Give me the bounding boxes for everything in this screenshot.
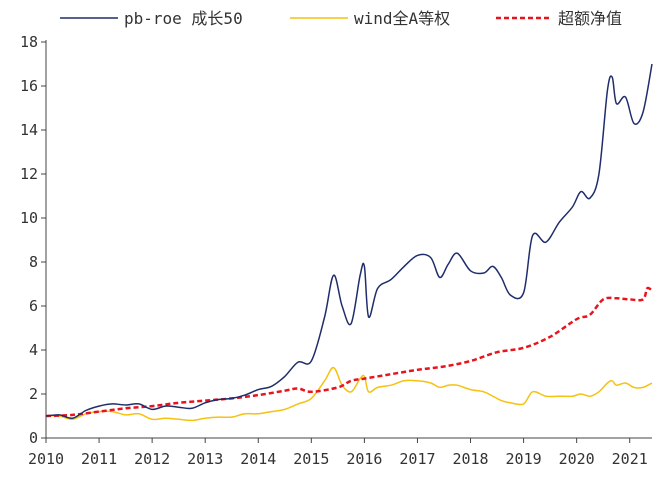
x-axis: 2010 2011 2012 2013 2014 2015 2016 2017 2018 2019… <box>28 437 652 468</box>
y-tick-label: 8 <box>29 253 38 271</box>
y-tick-label: 4 <box>29 341 38 359</box>
x-tick-label: 2012 <box>134 450 170 468</box>
x-tick-label: 2014 <box>240 450 276 468</box>
x-tick-label: 2011 <box>81 450 117 468</box>
y-tick-label: 14 <box>20 121 38 139</box>
y-tick-label: 2 <box>29 385 38 403</box>
y-tick-label: 16 <box>20 77 38 95</box>
y-tick-label: 12 <box>20 165 38 183</box>
x-tick-label: 2013 <box>187 450 223 468</box>
x-tick-label: 2018 <box>452 450 488 468</box>
x-tick-label: 2010 <box>28 450 64 468</box>
legend: pb-roe 成长50 wind全A等权 超额净值 <box>60 9 622 28</box>
y-tick-label: 6 <box>29 297 38 315</box>
legend-label-series-2: wind全A等权 <box>354 9 450 28</box>
series-line-2 <box>45 366 653 422</box>
x-tick-label: 2017 <box>399 450 435 468</box>
series-line-1 <box>45 63 653 420</box>
y-tick-label: 18 <box>20 33 38 51</box>
y-tick-label: 10 <box>20 209 38 227</box>
y-tick-label: 0 <box>29 429 38 447</box>
legend-label-series-1: pb-roe 成长50 <box>124 9 243 28</box>
y-axis: 0 2 4 6 8 10 12 14 16 18 <box>20 33 47 447</box>
series-line-3 <box>45 286 653 418</box>
x-tick-label: 2016 <box>346 450 382 468</box>
series-layer <box>45 63 653 422</box>
x-tick-label: 2019 <box>506 450 542 468</box>
x-tick-label: 2015 <box>293 450 329 468</box>
x-tick-label: 2020 <box>559 450 595 468</box>
x-tick-label: 2021 <box>612 450 648 468</box>
legend-label-series-3: 超额净值 <box>558 9 622 28</box>
